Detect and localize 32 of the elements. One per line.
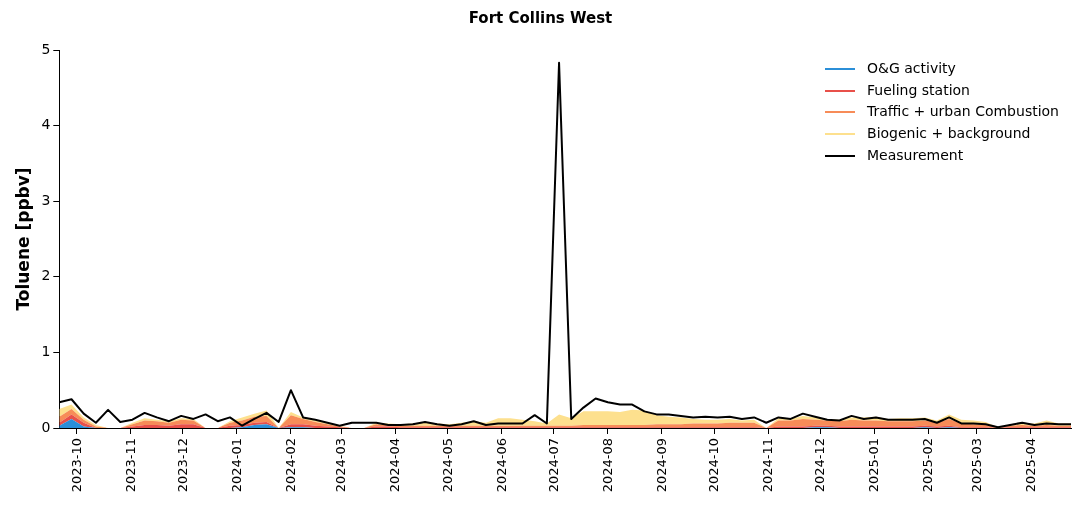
x-tick-label: 2024-07 (545, 438, 562, 493)
x-tick-label: 2025-04 (1022, 438, 1039, 493)
x-tick-label: 2024-11 (760, 438, 776, 493)
legend-label: Measurement (867, 145, 964, 165)
y-tick-label: 2 (41, 267, 51, 284)
x-tick-label: 2023-10 (68, 438, 85, 493)
y-tick-label: 5 (41, 40, 51, 57)
y-tick-label: 0 (41, 418, 51, 435)
y-axis-title: Toluene [ppbv] (12, 167, 33, 311)
x-tick-label: 2025-02 (920, 438, 937, 493)
legend-label: O&G activity (867, 59, 956, 78)
x-tick-label: 2024-01 (228, 438, 245, 493)
x-tick-label: 2024-02 (282, 438, 299, 493)
legend-label: Biogenic + background (867, 124, 1031, 144)
x-tick-label: 2025-03 (968, 438, 985, 493)
legend-label: Fueling station (867, 80, 970, 100)
y-tick-label: 4 (41, 116, 51, 133)
x-tick-label: 2025-01 (866, 438, 883, 493)
x-tick-label: 2024-06 (493, 438, 510, 493)
chart-title: Fort Collins West (468, 8, 613, 27)
x-tick-label: 2024-08 (599, 438, 616, 493)
x-tick-label: 2024-09 (653, 438, 670, 493)
x-tick-label: 2024-10 (706, 438, 723, 493)
x-tick-label: 2024-03 (333, 438, 350, 493)
x-tick-label: 2024-05 (439, 438, 456, 493)
y-tick-label: 3 (41, 191, 51, 208)
x-tick-label: 2023-11 (122, 438, 139, 493)
y-tick-label: 1 (41, 343, 51, 360)
x-tick-label: 2023-12 (174, 438, 191, 493)
x-tick-label: 2024-04 (387, 438, 404, 493)
x-tick-label: 2024-12 (812, 438, 829, 493)
legend-label: Traffic + urban Combustion (867, 102, 1059, 122)
